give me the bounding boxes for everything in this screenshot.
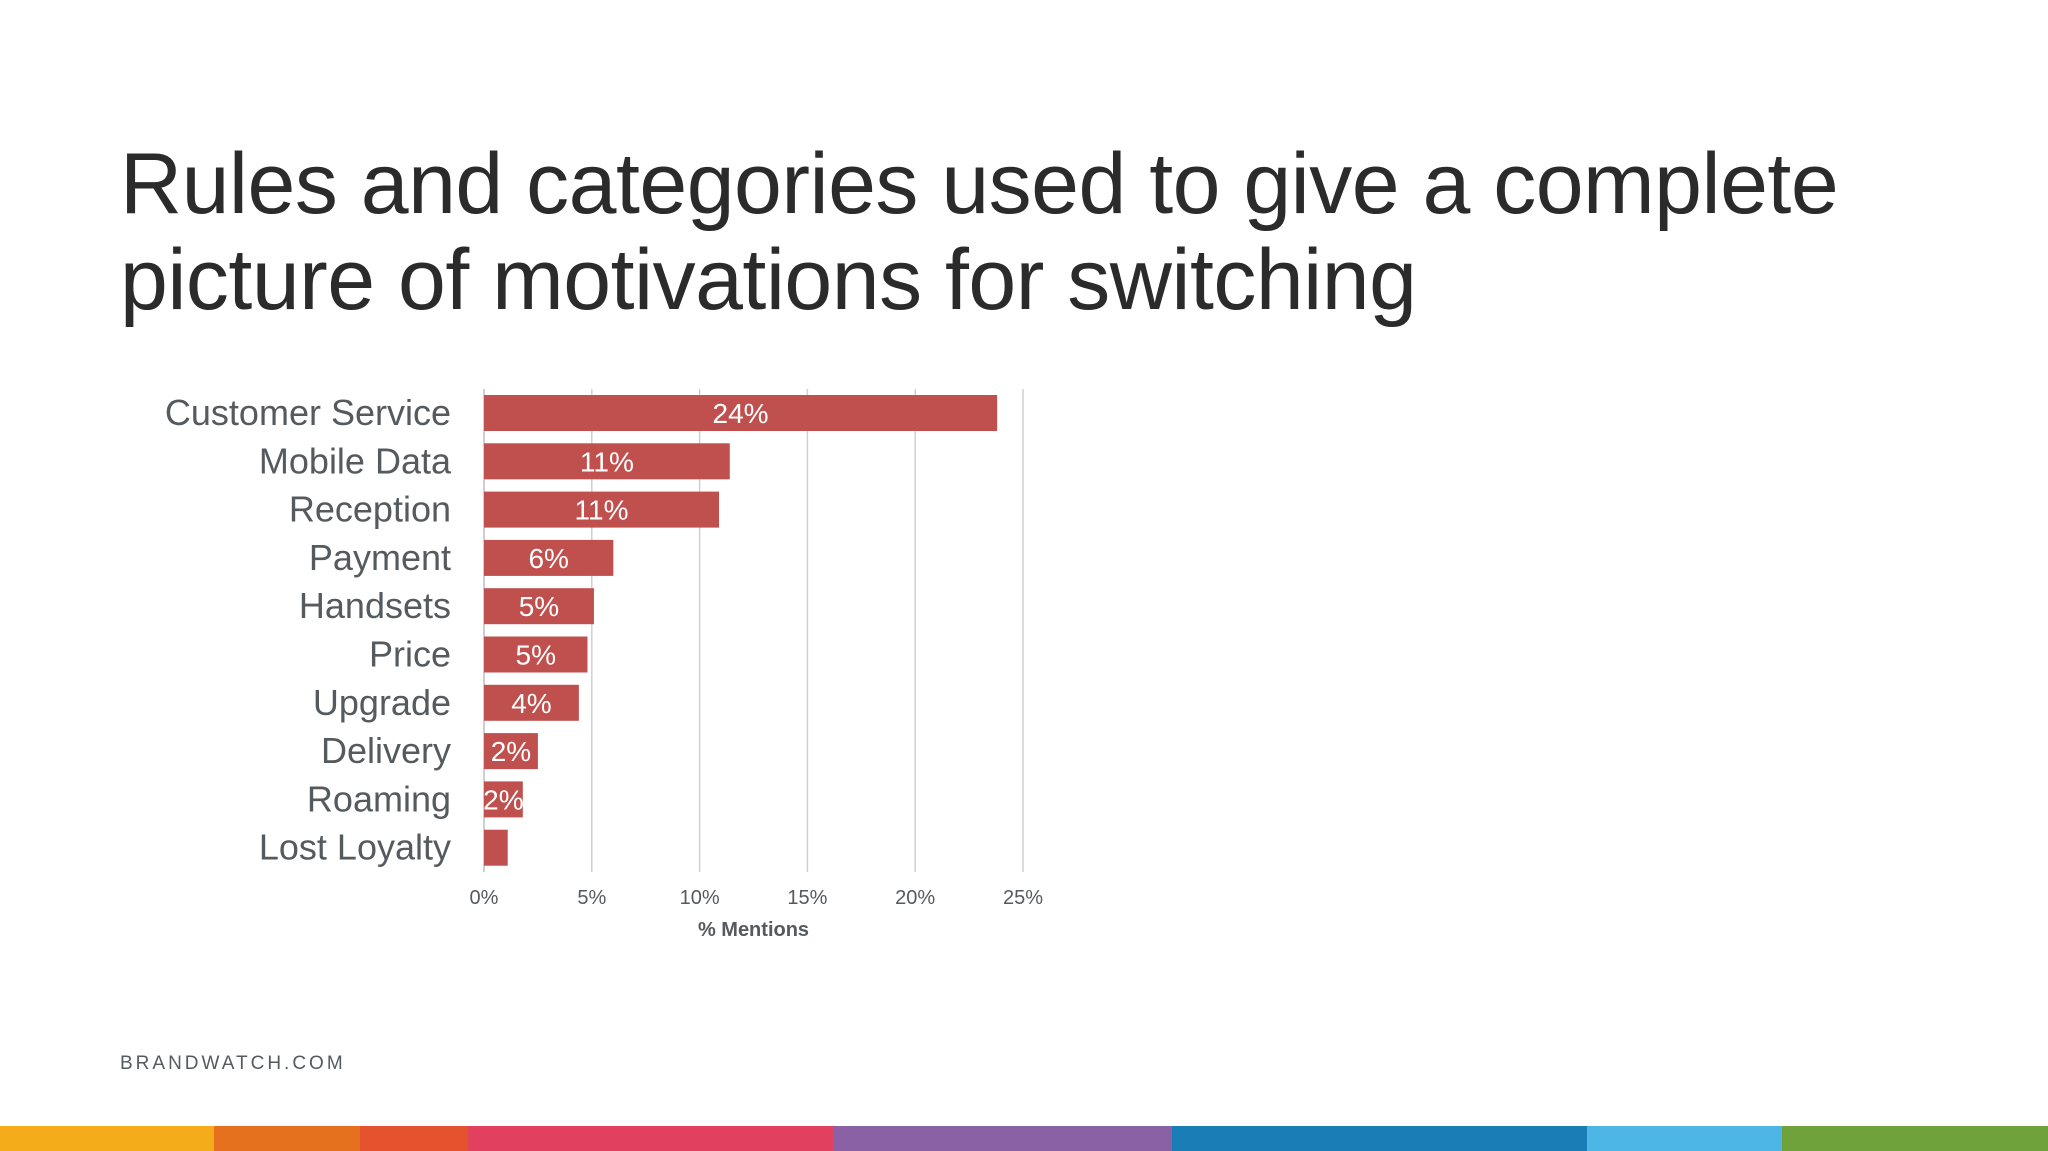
category-label: Roaming: [307, 778, 451, 819]
bar: [484, 781, 523, 818]
bars: [484, 395, 998, 866]
slide-title-line-1: Rules and categories used to give a comp…: [120, 136, 1839, 232]
x-axis-label: % Mentions: [698, 919, 809, 941]
data-label: 24%: [713, 398, 769, 429]
bar: [484, 829, 508, 866]
bar-chart: 24%11%11%6%5%5%4%2%2% Customer ServiceMo…: [165, 389, 1044, 941]
x-tick-label: 15%: [787, 887, 827, 909]
x-tick-label: 20%: [895, 887, 935, 909]
x-tick-label: 10%: [680, 887, 720, 909]
color-strip-segment: [1587, 1126, 1782, 1151]
data-label: 5%: [519, 591, 559, 622]
color-strip-segment: [833, 1126, 1172, 1151]
category-label: Reception: [289, 489, 451, 530]
bar: [484, 588, 594, 625]
data-label: 4%: [511, 688, 551, 719]
slide-title: Rules and categories used to give a comp…: [120, 136, 1920, 328]
x-tick-label: 5%: [577, 887, 606, 909]
category-label: Customer Service: [165, 392, 451, 433]
data-labels: 24%11%11%6%5%5%4%2%2%: [483, 398, 768, 815]
color-strip-segment: [1172, 1126, 1587, 1151]
data-label: 5%: [516, 640, 556, 671]
bar: [484, 491, 720, 528]
brand-color-strip: [0, 1126, 2048, 1151]
x-tick-label: 0%: [470, 887, 499, 909]
color-strip-segment: [214, 1126, 360, 1151]
bar: [484, 636, 588, 673]
category-label: Payment: [309, 537, 451, 578]
bar: [484, 539, 614, 576]
category-label: Mobile Data: [259, 440, 452, 481]
bar: [484, 395, 998, 431]
x-tick-labels: 0% 5% 10% 15% 20% 25%: [470, 887, 1044, 909]
footer-brand: BRANDWATCH.COM: [120, 1053, 346, 1074]
color-strip-segment: [1782, 1126, 2048, 1151]
category-label: Upgrade: [313, 682, 451, 723]
data-label: 11%: [575, 495, 629, 526]
category-label: Lost Loyalty: [259, 827, 451, 868]
category-label: Handsets: [299, 585, 451, 626]
color-strip-segment: [0, 1126, 214, 1151]
bar: [484, 443, 730, 480]
bar: [484, 684, 579, 721]
category-label: Price: [369, 634, 451, 675]
category-label: Delivery: [321, 730, 451, 771]
slide-title-line-2: picture of motivations for switching: [120, 232, 1417, 328]
color-strip-segment: [468, 1126, 833, 1151]
data-label: 6%: [528, 543, 568, 574]
data-label: 2%: [483, 784, 523, 815]
data-label: 2%: [491, 736, 531, 767]
category-labels: Customer Service Mobile Data Reception Paym…: [165, 392, 452, 868]
color-strip-segment: [360, 1126, 468, 1151]
bar: [484, 733, 538, 770]
x-tick-label: 25%: [1003, 887, 1043, 909]
data-label: 11%: [580, 446, 634, 477]
